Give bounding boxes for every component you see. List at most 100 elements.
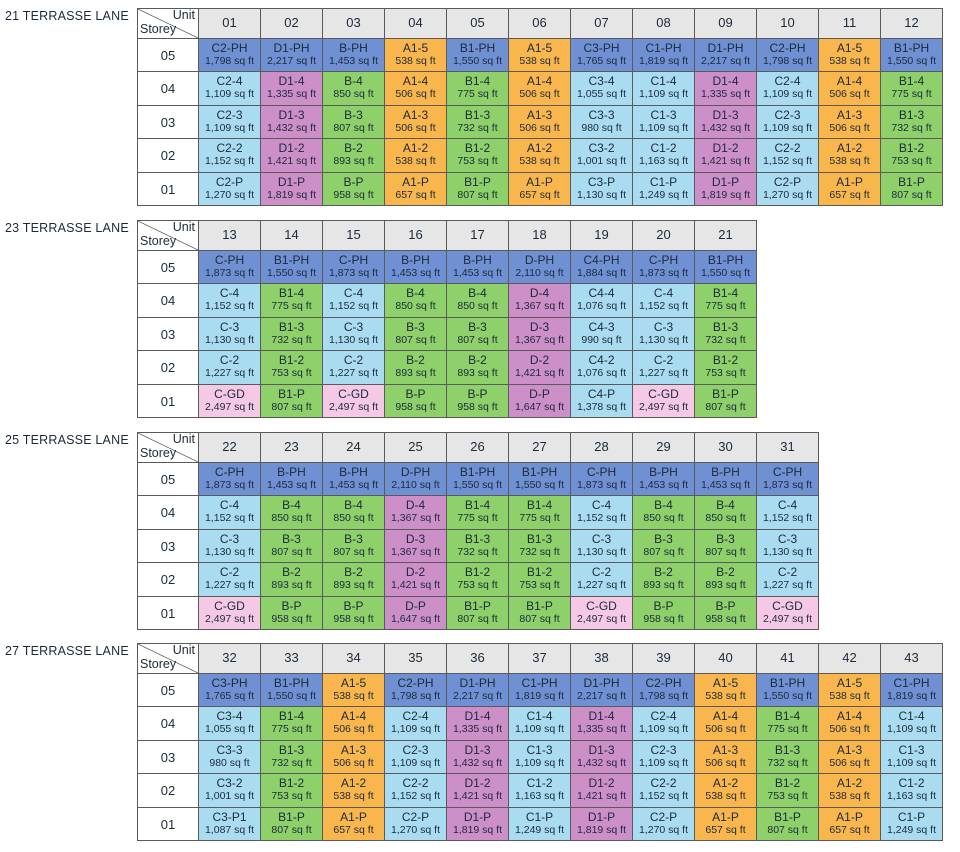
unit-cell: D-2 1,421 sq ft bbox=[508, 350, 571, 385]
unit-area: 506 sq ft bbox=[705, 723, 746, 736]
unit-area: 657 sq ft bbox=[333, 823, 374, 836]
unit-area: 1,109 sq ft bbox=[638, 88, 689, 101]
unit-type: C3-4 bbox=[216, 709, 243, 724]
unit-cell: B-P 958 sq ft bbox=[446, 383, 509, 418]
unit-cell: B1-4 775 sq ft bbox=[880, 71, 943, 106]
storey-cell: 03 bbox=[137, 104, 199, 140]
unit-cell: B-PH 1,453 sq ft bbox=[322, 462, 385, 497]
unit-cell: B-P 958 sq ft bbox=[322, 595, 385, 630]
unit-cell: A1-3 506 sq ft bbox=[508, 104, 571, 140]
unit-area: 1,647 sq ft bbox=[390, 612, 441, 625]
unit-area: 1,001 sq ft bbox=[576, 155, 627, 168]
unit-type: C-4 bbox=[219, 498, 240, 513]
unit-area: 1,249 sq ft bbox=[514, 823, 565, 836]
unit-cell: D1-4 1,335 sq ft bbox=[260, 71, 323, 106]
unit-type: D-3 bbox=[529, 319, 550, 334]
unit-area: 807 sq ft bbox=[705, 545, 746, 558]
storey-cell: 05 bbox=[137, 462, 199, 497]
unit-area: 807 sq ft bbox=[333, 545, 374, 558]
unit-type: D1-PH bbox=[273, 41, 310, 55]
unit-area: 538 sq ft bbox=[395, 55, 436, 67]
unit-type: B-2 bbox=[468, 353, 487, 368]
unit-area: 732 sq ft bbox=[519, 545, 560, 558]
storey-cell: 02 bbox=[137, 350, 199, 385]
unit-cell: B1-PH 1,550 sq ft bbox=[694, 250, 757, 285]
unit-cell: C3-3 980 sq ft bbox=[570, 104, 633, 140]
unit-type: B1-2 bbox=[712, 353, 739, 368]
storey-cell: 01 bbox=[137, 806, 199, 841]
unit-cell: C2-3 1,109 sq ft bbox=[756, 104, 819, 140]
unit-header: 42 bbox=[818, 643, 881, 674]
unit-area: 1,249 sq ft bbox=[886, 823, 937, 836]
unit-cell: B-4 850 sq ft bbox=[322, 71, 385, 106]
unit-type: C-2 bbox=[219, 565, 240, 580]
unit-type: B1-PH bbox=[707, 253, 744, 267]
unit-type: A1-4 bbox=[836, 74, 863, 89]
unit-area: 506 sq ft bbox=[333, 723, 374, 736]
unit-area: 893 sq ft bbox=[457, 367, 498, 380]
unit-cell: B-2 893 sq ft bbox=[322, 138, 385, 173]
unit-area: 1,130 sq ft bbox=[204, 333, 255, 346]
unit-type: C-4 bbox=[653, 286, 674, 301]
unit-area: 1,227 sq ft bbox=[204, 367, 255, 380]
unit-area: 775 sq ft bbox=[271, 723, 312, 736]
unit-area: 893 sq ft bbox=[333, 579, 374, 592]
unit-cell: B-2 893 sq ft bbox=[260, 562, 323, 597]
unit-header: 12 bbox=[880, 8, 943, 39]
unit-area: 1,152 sq ft bbox=[762, 155, 813, 168]
unit-area: 753 sq ft bbox=[519, 579, 560, 592]
unit-type: A1-3 bbox=[712, 742, 739, 757]
unit-type: B-2 bbox=[282, 565, 301, 580]
unit-area: 1,152 sq ft bbox=[638, 790, 689, 803]
unit-cell: B-2 893 sq ft bbox=[446, 350, 509, 385]
unit-type: A1-P bbox=[526, 174, 553, 189]
unit-area: 657 sq ft bbox=[519, 188, 560, 201]
unit-cell: D1-2 1,421 sq ft bbox=[446, 773, 509, 808]
unit-area: 753 sq ft bbox=[271, 790, 312, 803]
unit-type: B1-3 bbox=[278, 319, 305, 334]
unit-type: B1-4 bbox=[712, 286, 739, 301]
unit-cell: C1-3 1,109 sq ft bbox=[508, 739, 571, 775]
unit-type: D1-2 bbox=[278, 141, 305, 156]
unit-type: B-PH bbox=[711, 465, 740, 479]
unit-cell: A1-3 506 sq ft bbox=[818, 739, 881, 775]
unit-type: C-2 bbox=[591, 565, 612, 580]
unit-cell: A1-P 657 sq ft bbox=[694, 806, 757, 841]
unit-area: 2,217 sq ft bbox=[266, 55, 317, 67]
unit-area: 732 sq ft bbox=[767, 756, 808, 769]
unit-cell: B-4 850 sq ft bbox=[322, 495, 385, 530]
unit-area: 2,497 sq ft bbox=[204, 612, 255, 625]
unit-type: B-PH bbox=[339, 465, 368, 479]
unit-type: B-4 bbox=[406, 286, 425, 301]
unit-area: 807 sq ft bbox=[333, 121, 374, 134]
unit-cell: B1-2 753 sq ft bbox=[508, 562, 571, 597]
unit-type: C3-3 bbox=[216, 742, 243, 757]
unit-header: 36 bbox=[446, 643, 509, 674]
header-corner: Unit Storey bbox=[137, 8, 199, 39]
unit-type: D1-PH bbox=[707, 41, 744, 55]
unit-area: 1,109 sq ft bbox=[886, 756, 937, 769]
unit-type: A1-5 bbox=[402, 41, 429, 55]
unit-cell: A1-4 506 sq ft bbox=[694, 706, 757, 741]
unit-cell: A1-2 538 sq ft bbox=[508, 138, 571, 173]
unit-header: 14 bbox=[260, 220, 323, 251]
unit-cell: C-4 1,152 sq ft bbox=[756, 495, 819, 530]
unit-cell: C-GD 2,497 sq ft bbox=[198, 595, 261, 630]
unit-area: 1,152 sq ft bbox=[204, 512, 255, 525]
unit-header: 30 bbox=[694, 432, 757, 463]
unit-type: C-PH bbox=[338, 253, 369, 267]
unit-area: 958 sq ft bbox=[395, 400, 436, 413]
unit-cell: B-PH 1,453 sq ft bbox=[322, 38, 385, 73]
unit-area: 1,335 sq ft bbox=[452, 723, 503, 736]
unit-area: 506 sq ft bbox=[395, 121, 436, 134]
unit-type: A1-4 bbox=[836, 709, 863, 724]
unit-cell: C2-PH 1,798 sq ft bbox=[632, 673, 695, 708]
unit-cell: B1-4 775 sq ft bbox=[446, 495, 509, 530]
unit-area: 850 sq ft bbox=[333, 512, 374, 525]
unit-type: A1-2 bbox=[836, 776, 863, 791]
unit-type: C2-4 bbox=[402, 709, 429, 724]
header-corner: Unit Storey bbox=[137, 643, 199, 674]
unit-type: A1-3 bbox=[402, 107, 429, 122]
unit-area: 1,798 sq ft bbox=[204, 55, 255, 67]
unit-header: 17 bbox=[446, 220, 509, 251]
